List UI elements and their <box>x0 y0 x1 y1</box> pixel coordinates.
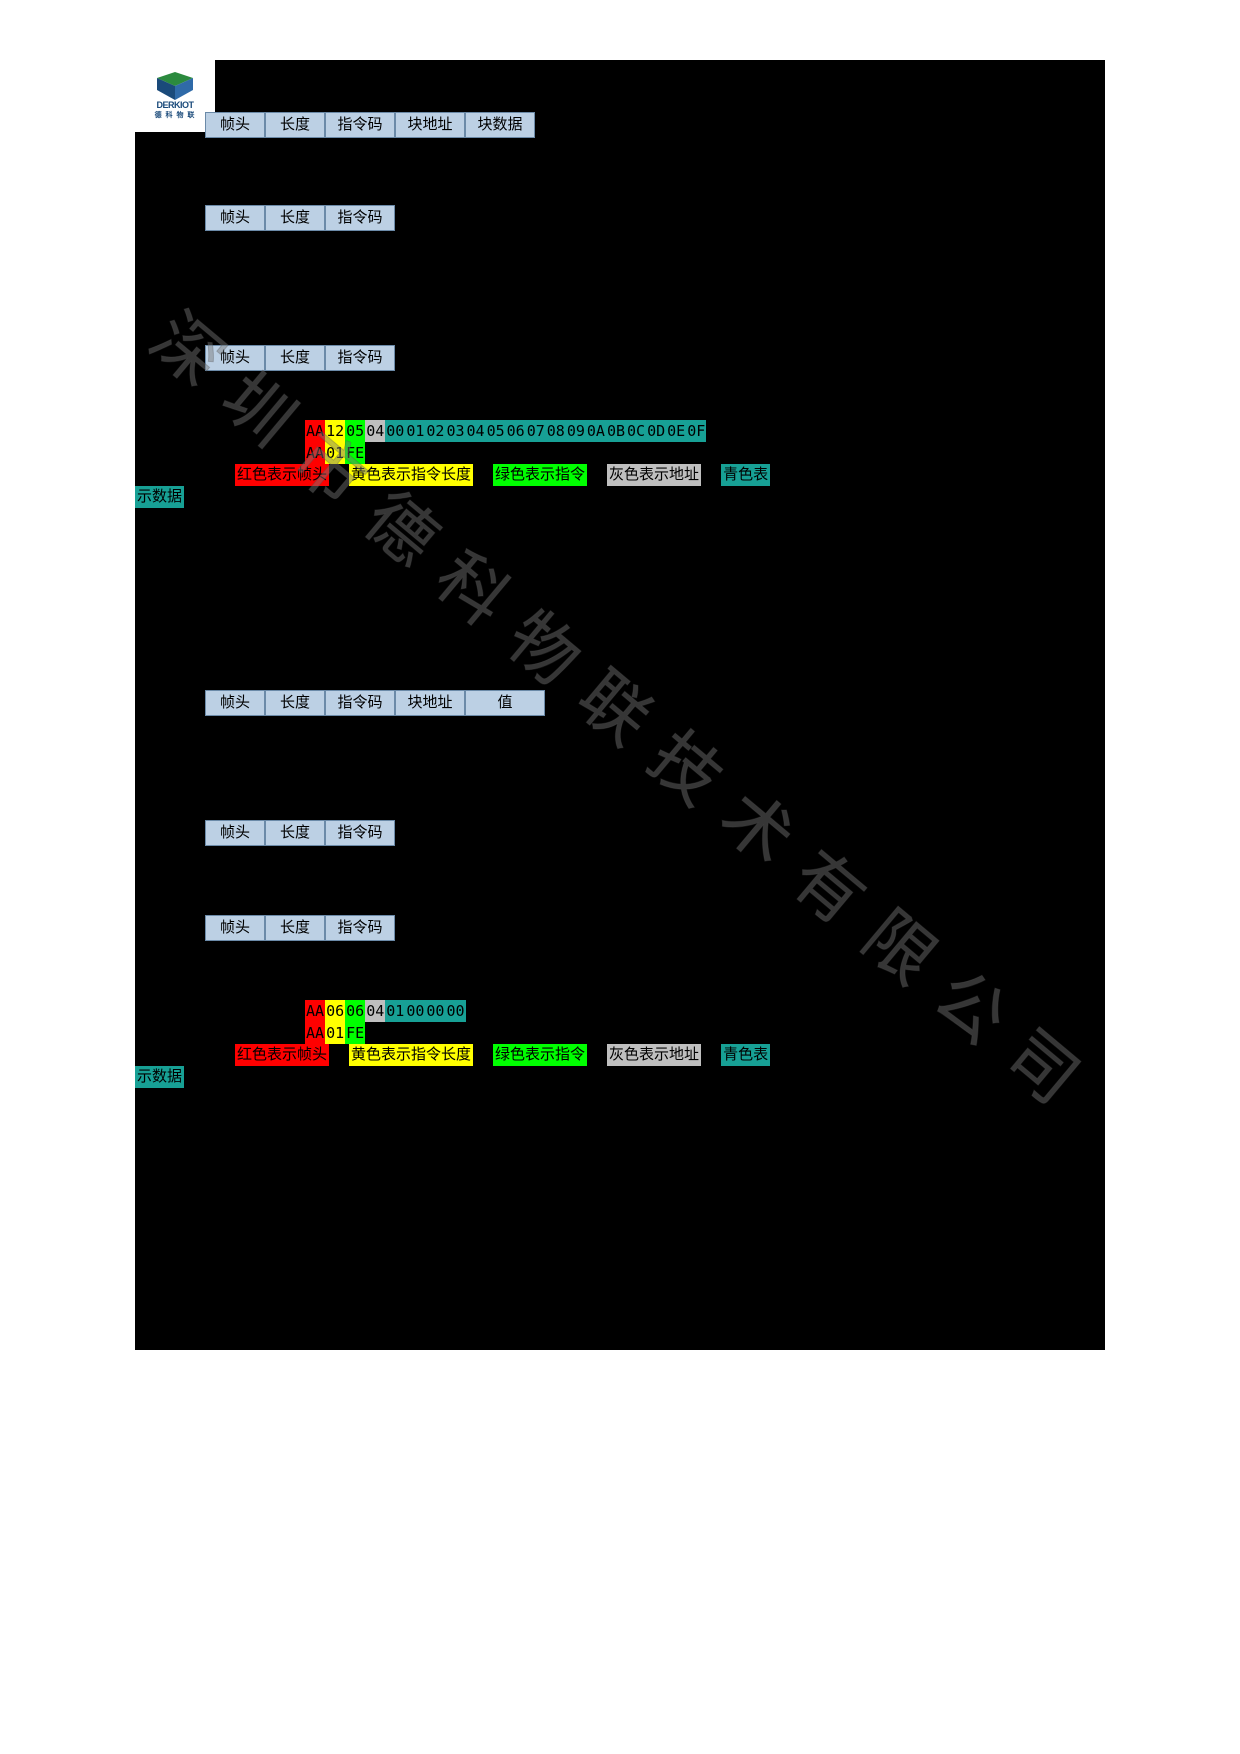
header-cell-block_data: 块数据 <box>465 112 535 138</box>
logo: DERKIOT 德 科 物 联 <box>135 60 215 132</box>
byte-red: AA <box>305 1022 325 1044</box>
section2-bytes-response: AA01FE <box>305 1022 365 1044</box>
section1-header-row-1: 帧头长度指令码块地址块数据 <box>205 112 535 138</box>
byte-green: 05 <box>345 420 365 442</box>
byte-cyan: 00 <box>385 420 405 442</box>
byte-green: FE <box>345 442 365 464</box>
header-cell-value: 值 <box>465 690 545 716</box>
byte-green: 06 <box>345 1000 365 1022</box>
header-cell-frame_head: 帧头 <box>205 690 265 716</box>
byte-grey: 04 <box>365 420 385 442</box>
byte-cyan: 0E <box>666 420 686 442</box>
logo-icon <box>153 72 197 100</box>
header-cell-frame_head: 帧头 <box>205 915 265 941</box>
section1-bytes-request: AA120504000102030405060708090A0B0C0D0E0F <box>305 420 706 442</box>
section1-header-row-3: 帧头长度指令码 <box>205 345 395 371</box>
byte-cyan: 0F <box>686 420 706 442</box>
legend-grey: 灰色表示地址 <box>607 464 701 486</box>
header-cell-cmd_code: 指令码 <box>325 205 395 231</box>
legend-cyan: 青色表 <box>721 1044 770 1066</box>
byte-cyan: 07 <box>526 420 546 442</box>
logo-sub: 德 科 物 联 <box>155 110 196 120</box>
byte-cyan: 09 <box>566 420 586 442</box>
header-cell-block_addr: 块地址 <box>395 112 465 138</box>
legend-red: 红色表示帧头 <box>235 1044 329 1066</box>
legend-cyan-cont: 示数据 <box>135 1066 184 1088</box>
byte-yellow: 01 <box>325 442 345 464</box>
byte-cyan: 01 <box>385 1000 405 1022</box>
byte-cyan: 00 <box>405 1000 425 1022</box>
byte-cyan: 02 <box>425 420 445 442</box>
byte-cyan: 01 <box>405 420 425 442</box>
byte-cyan: 08 <box>546 420 566 442</box>
header-cell-cmd_code: 指令码 <box>325 112 395 138</box>
section2-legend-line2: 示数据 <box>135 1066 1005 1088</box>
header-cell-length: 长度 <box>265 915 325 941</box>
byte-cyan: 06 <box>506 420 526 442</box>
header-cell-cmd_code: 指令码 <box>325 820 395 846</box>
header-cell-frame_head: 帧头 <box>205 205 265 231</box>
legend-green: 绿色表示指令 <box>493 1044 587 1066</box>
byte-red: AA <box>305 442 325 464</box>
section1-legend-line1: 红色表示帧头黄色表示指令长度绿色表示指令灰色表示地址青色表 <box>235 464 1105 486</box>
byte-green: FE <box>345 1022 365 1044</box>
logo-brand: DERKIOT <box>157 100 194 110</box>
section2-legend-line1: 红色表示帧头黄色表示指令长度绿色表示指令灰色表示地址青色表 <box>235 1044 1105 1066</box>
byte-cyan: 00 <box>445 1000 465 1022</box>
section2-bytes-request: AA06060401000000 <box>305 1000 466 1022</box>
legend-cyan-cont: 示数据 <box>135 486 184 508</box>
byte-grey: 04 <box>365 1000 385 1022</box>
header-cell-frame_head: 帧头 <box>205 345 265 371</box>
legend-yellow: 黄色表示指令长度 <box>349 464 473 486</box>
byte-yellow: 12 <box>325 420 345 442</box>
section2-header-row-3: 帧头长度指令码 <box>205 915 395 941</box>
byte-cyan: 0D <box>646 420 666 442</box>
byte-cyan: 05 <box>486 420 506 442</box>
byte-yellow: 06 <box>325 1000 345 1022</box>
header-cell-frame_head: 帧头 <box>205 112 265 138</box>
header-cell-length: 长度 <box>265 690 325 716</box>
byte-cyan: 0B <box>606 420 626 442</box>
legend-green: 绿色表示指令 <box>493 464 587 486</box>
legend-grey: 灰色表示地址 <box>607 1044 701 1066</box>
section1-bytes-response: AA01FE <box>305 442 365 464</box>
byte-red: AA <box>305 420 325 442</box>
legend-red: 红色表示帧头 <box>235 464 329 486</box>
section2-header-row-2: 帧头长度指令码 <box>205 820 395 846</box>
byte-yellow: 01 <box>325 1022 345 1044</box>
header-cell-block_addr: 块地址 <box>395 690 465 716</box>
header-cell-length: 长度 <box>265 205 325 231</box>
legend-cyan: 青色表 <box>721 464 770 486</box>
header-cell-cmd_code: 指令码 <box>325 345 395 371</box>
byte-cyan: 0C <box>626 420 646 442</box>
section1-legend-line2: 示数据 <box>135 486 1005 508</box>
header-cell-cmd_code: 指令码 <box>325 915 395 941</box>
header-cell-length: 长度 <box>265 820 325 846</box>
page: DERKIOT 德 科 物 联 帧头长度指令码块地址块数据 帧头长度指令码 帧头… <box>0 0 1240 1754</box>
section1-header-row-2: 帧头长度指令码 <box>205 205 395 231</box>
byte-cyan: 00 <box>425 1000 445 1022</box>
byte-red: AA <box>305 1000 325 1022</box>
legend-yellow: 黄色表示指令长度 <box>349 1044 473 1066</box>
content-area: DERKIOT 德 科 物 联 帧头长度指令码块地址块数据 帧头长度指令码 帧头… <box>135 60 1105 1350</box>
header-cell-cmd_code: 指令码 <box>325 690 395 716</box>
section2-header-row-1: 帧头长度指令码块地址值 <box>205 690 545 716</box>
byte-cyan: 03 <box>445 420 465 442</box>
byte-cyan: 0A <box>586 420 606 442</box>
header-cell-frame_head: 帧头 <box>205 820 265 846</box>
byte-cyan: 04 <box>466 420 486 442</box>
header-cell-length: 长度 <box>265 112 325 138</box>
header-cell-length: 长度 <box>265 345 325 371</box>
